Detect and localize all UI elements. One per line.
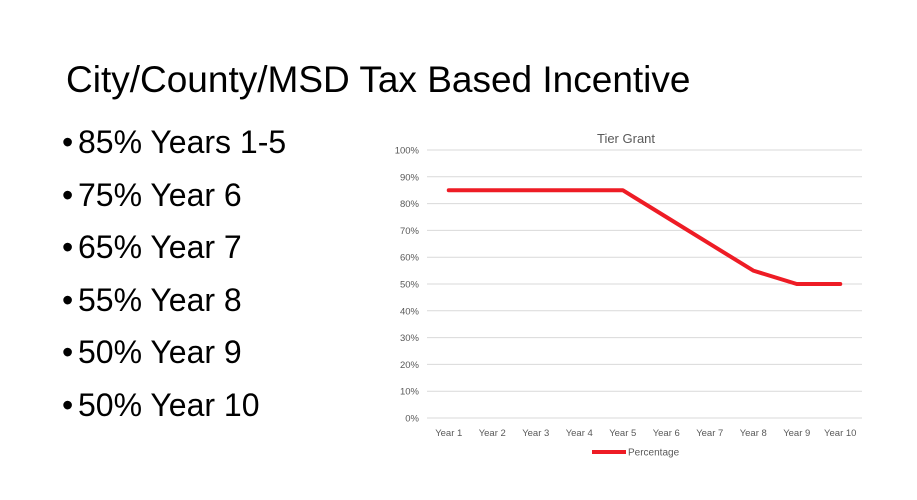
bullet-text: 75% Year 6 xyxy=(78,176,242,213)
y-tick-label: 90% xyxy=(400,172,420,183)
x-tick-label: Year 6 xyxy=(653,428,680,439)
y-tick-label: 0% xyxy=(405,414,419,425)
bullet-dot: • xyxy=(62,281,74,318)
x-tick-label: Year 3 xyxy=(522,428,549,439)
bullet-dot: • xyxy=(62,124,74,160)
x-tick-label: Year 7 xyxy=(696,428,723,439)
bullet-text: 85% Years 1-5 xyxy=(78,124,287,160)
x-tick-label: Year 5 xyxy=(609,428,636,439)
bullet-dot: • xyxy=(62,229,74,265)
bullet-dot: • xyxy=(62,176,74,213)
bullet-list: • 85% Years 1-5 • 75% Year 6 • 65% Year 7 •… xyxy=(62,122,286,437)
bullet-dot: • xyxy=(62,386,74,423)
legend: Percentage xyxy=(592,448,680,459)
x-tick-label: Year 2 xyxy=(479,428,506,439)
x-tick-label: Year 1 xyxy=(435,428,462,439)
chart-title: Tier Grant xyxy=(597,131,655,146)
y-tick-label: 10% xyxy=(400,387,420,398)
y-tick-label: 70% xyxy=(400,226,420,237)
x-axis-ticks: Year 1 Year 2 Year 3 Year 4 Year 5 Year 6 Year… xyxy=(435,428,856,439)
bullet-item: • 75% Year 6 xyxy=(62,175,286,228)
y-tick-label: 60% xyxy=(400,253,420,264)
bullet-text: 50% Year 9 xyxy=(78,334,242,370)
x-tick-label: Year 9 xyxy=(783,428,810,439)
bullet-dot: • xyxy=(62,334,74,370)
x-tick-label: Year 10 xyxy=(824,428,856,439)
y-tick-label: 40% xyxy=(400,306,420,317)
bullet-text: 50% Year 10 xyxy=(78,386,260,423)
y-axis-ticks: 0% 10% 20% 30% 40% 50% 60% 70% 80% 90% 100% xyxy=(395,146,420,425)
y-tick-label: 80% xyxy=(400,199,420,210)
bullet-text: 65% Year 7 xyxy=(78,229,242,265)
legend-label: Percentage xyxy=(628,448,680,459)
bullet-text: 55% Year 8 xyxy=(78,281,242,318)
tier-grant-chart: Tier Grant 0% 10% 20% 30% 40% 50% 60% 70% 80% 90%… xyxy=(395,131,862,459)
x-tick-label: Year 8 xyxy=(740,428,767,439)
bullet-item: • 55% Year 8 xyxy=(62,280,286,333)
y-tick-label: 50% xyxy=(400,280,420,291)
y-tick-label: 30% xyxy=(400,333,420,344)
y-tick-label: 20% xyxy=(400,360,420,371)
bullet-item: • 50% Year 10 xyxy=(62,385,286,438)
bullet-item: • 85% Years 1-5 xyxy=(62,122,286,175)
bullet-item: • 50% Year 9 xyxy=(62,332,286,385)
y-tick-label: 100% xyxy=(395,146,420,157)
series-lines xyxy=(446,188,843,286)
bullet-item: • 65% Year 7 xyxy=(62,227,286,280)
series-line-percentage xyxy=(446,188,843,286)
x-tick-label: Year 4 xyxy=(566,428,593,439)
slide-title: City/County/MSD Tax Based Incentive xyxy=(66,59,691,100)
